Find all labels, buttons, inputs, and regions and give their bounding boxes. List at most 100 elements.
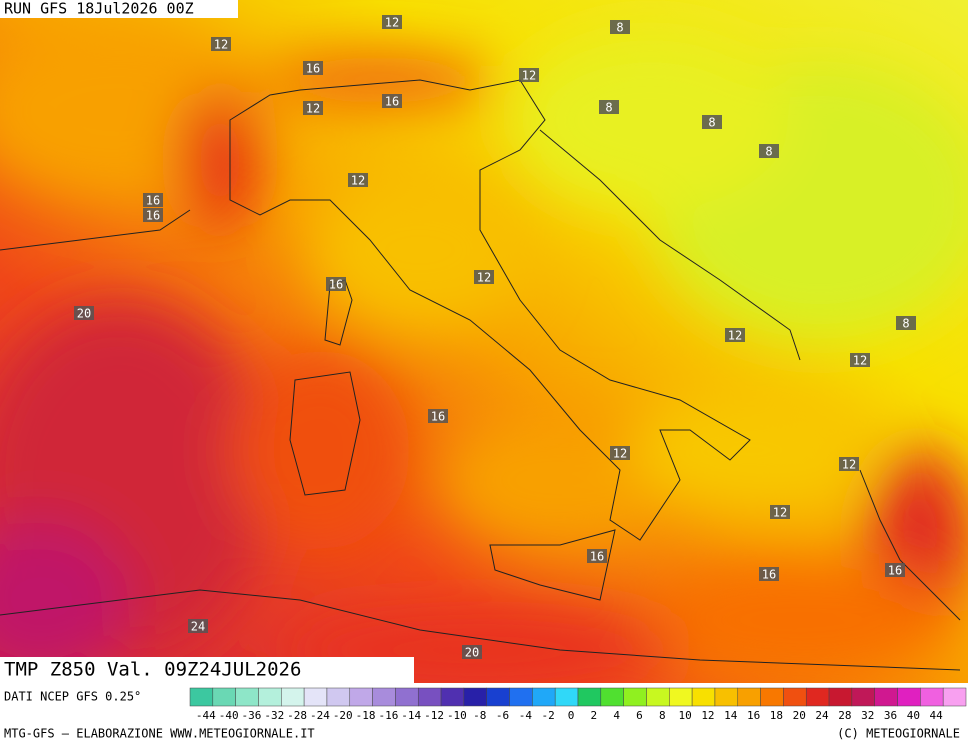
scale-label: -44 [196,709,216,722]
scale-label: -24 [310,709,330,722]
color-swatch [874,687,898,707]
color-swatch [532,687,556,707]
color-swatch [554,687,579,707]
scale-label: -2 [542,709,555,722]
contour-label: 12 [385,16,399,30]
color-swatch [851,687,875,707]
run-info: RUN GFS 18Jul2026 00Z [4,0,194,18]
contour-label-box [885,563,905,577]
contour-label: 8 [765,145,772,159]
contour-label: 12 [351,174,365,188]
color-swatch [417,687,442,707]
contour-label: 16 [146,194,160,208]
contour-label-box [599,100,619,114]
contour-label: 16 [306,62,320,76]
header-box [0,0,238,18]
color-swatch [646,687,670,707]
color-swatch [395,687,419,707]
scale-label: -40 [219,709,239,722]
color-swatch [509,687,533,707]
color-swatch [440,687,465,707]
title-box [0,657,414,683]
contour-label: 12 [773,506,787,520]
contour-label: 16 [431,410,445,424]
contour-label-box [850,353,870,367]
contour-label-box [462,645,482,659]
footer-left: MTG-GFS — ELABORAZIONE WWW.METEOGIORNALE… [4,727,315,741]
color-swatch [281,687,305,707]
contour-label-box [326,277,346,291]
scale-label: -28 [287,709,307,722]
contour-label-box [74,306,94,320]
contour-label-box [188,619,208,633]
scale-label: 24 [815,709,829,722]
color-swatch [669,687,693,707]
color-swatch [235,687,259,707]
scale-label: -8 [473,709,486,722]
contour-label: 16 [329,278,343,292]
scale-label: -36 [242,709,262,722]
color-swatch [828,687,853,707]
contour-label-box [428,409,448,423]
contour-label: 8 [605,101,612,115]
contour-label-box [303,101,323,115]
color-swatch [783,687,807,707]
contour-label: 8 [616,21,623,35]
contour-label-box [143,208,163,222]
color-swatch [303,687,328,707]
contour-label: 12 [842,458,856,472]
contour-label-box [610,446,630,460]
scale-label: 2 [591,709,598,722]
scale-label: -10 [447,709,467,722]
scale-label: -12 [424,709,444,722]
scale-label: -32 [264,709,284,722]
contour-label-box [348,173,368,187]
contour-label-box [382,94,402,108]
color-swatch [372,687,396,707]
data-source: DATI NCEP GFS 0.25° [4,690,141,704]
scale-label: 44 [930,709,944,722]
scale-label: 14 [724,709,738,722]
color-swatch [714,687,739,707]
color-swatch [212,687,236,707]
color-swatch [920,687,944,707]
contour-label: 16 [762,568,776,582]
color-swatch [577,687,602,707]
contour-label: 8 [708,116,715,130]
scale-label: -20 [333,709,353,722]
contour-label-box [143,193,163,207]
contour-label: 12 [522,69,536,83]
contour-label: 12 [853,354,867,368]
scale-label: -4 [519,709,533,722]
color-swatch [349,687,373,707]
contour-label: 16 [888,564,902,578]
contour-label-box [896,316,916,330]
scale-label: 32 [861,709,874,722]
contour-label: 12 [214,38,228,52]
scale-label: 28 [838,709,851,722]
contour-label-box [770,505,790,519]
contour-label: 20 [77,307,91,321]
scale-label: 10 [678,709,691,722]
contour-label-box [759,567,779,581]
scale-label: 20 [793,709,806,722]
color-swatch [805,687,830,707]
contour-label-box [519,68,539,82]
footer-right: (C) METEOGIORNALE [837,727,960,741]
contour-label-box [587,549,607,563]
color-swatch [600,687,624,707]
map-title: TMP Z850 Val. 09Z24JUL2026 [4,659,301,681]
color-swatch [623,687,647,707]
color-swatch [760,687,784,707]
contour-label-box [702,115,722,129]
scale-label: 40 [907,709,920,722]
color-swatch [463,687,487,707]
contour-label-box [303,61,323,75]
color-swatch [258,687,282,707]
contour-label: 16 [385,95,399,109]
contour-label: 8 [902,317,909,331]
color-swatch [326,687,351,707]
contour-label-box [610,20,630,34]
